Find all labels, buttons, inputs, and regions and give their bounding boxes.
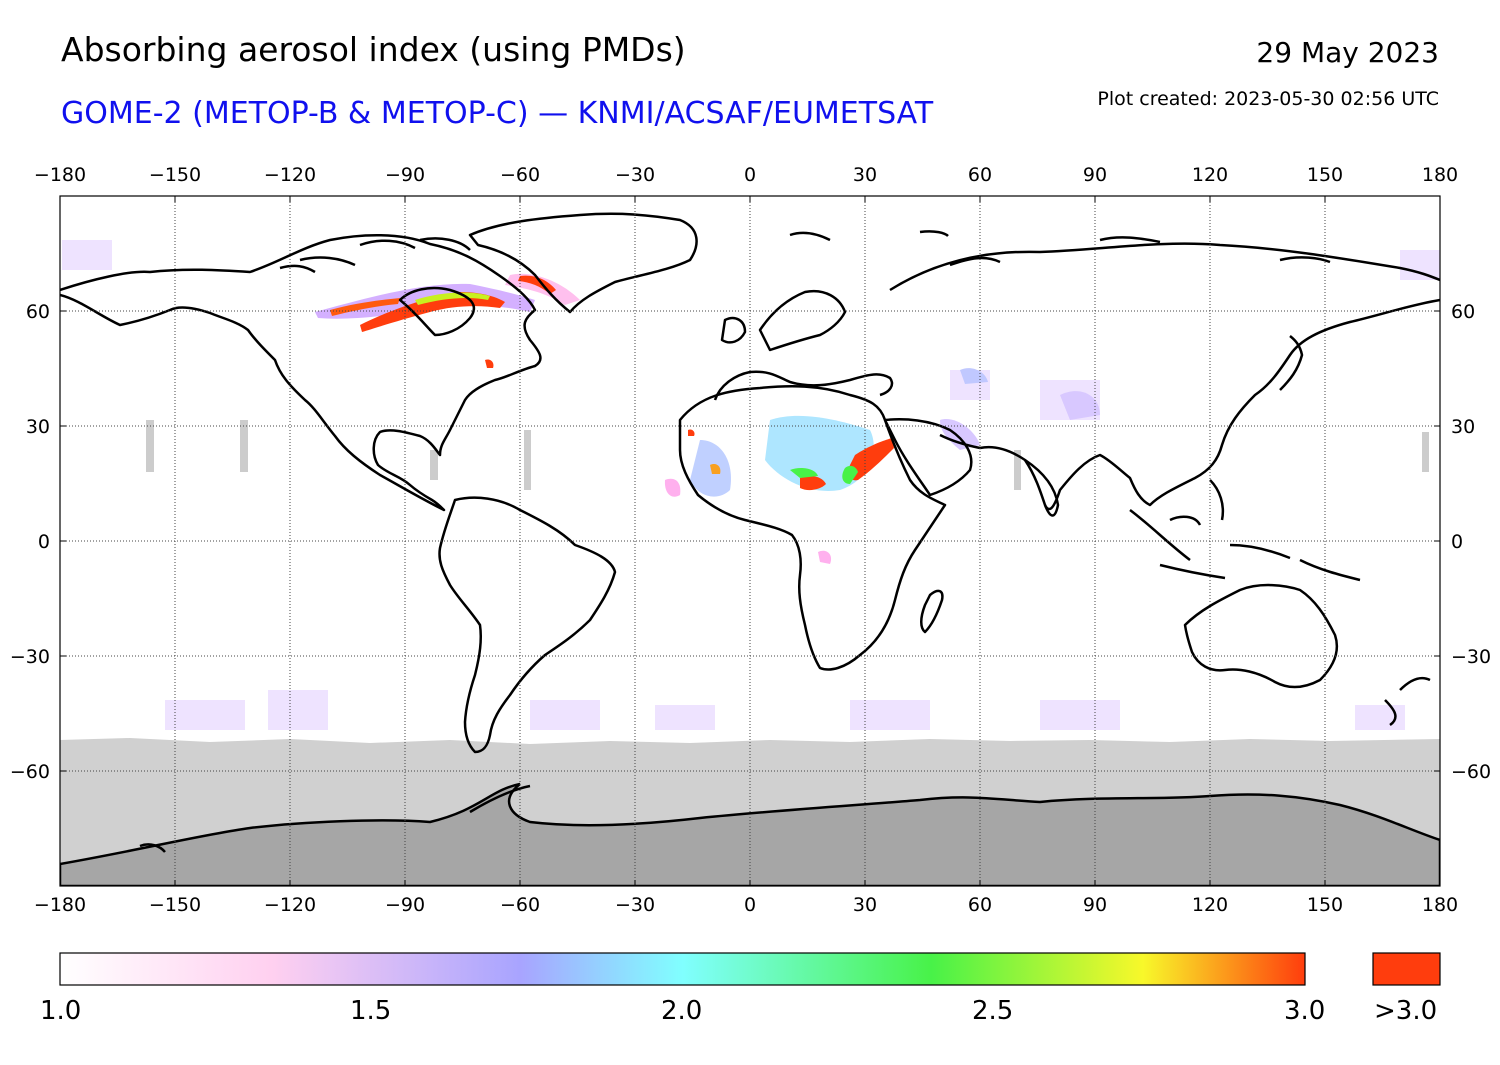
colorbar-label: 3.0 — [1284, 996, 1326, 1026]
lon-label-bottom: −30 — [615, 894, 655, 916]
southeast-asia-islands — [1129, 479, 1361, 582]
aerosol-plumes — [315, 273, 1100, 564]
lon-label-bottom: 30 — [853, 894, 877, 916]
no-data-swaths — [146, 420, 1429, 490]
lon-label-bottom: −90 — [385, 894, 425, 916]
lon-label-top: 0 — [744, 164, 756, 186]
lon-label-bottom: 90 — [1083, 894, 1107, 916]
lat-label-right: 0 — [1451, 531, 1463, 553]
colorbar — [59, 952, 1306, 986]
lon-label-bottom: −180 — [34, 894, 86, 916]
antarctic-peninsula — [139, 784, 531, 853]
lon-label-top: 150 — [1307, 164, 1343, 186]
lon-label-bottom: 120 — [1192, 894, 1228, 916]
new-zealand-coastline — [1384, 676, 1431, 727]
lon-label-bottom: −60 — [500, 894, 540, 916]
lon-label-bottom: −120 — [264, 894, 316, 916]
north-america-coastline — [60, 233, 542, 512]
lat-label-left: 0 — [38, 531, 50, 553]
lon-label-top: −150 — [149, 164, 201, 186]
tick-marks — [60, 196, 1440, 886]
india-coastline — [1024, 458, 1060, 517]
lon-label-top: 30 — [853, 164, 877, 186]
lon-label-top: 120 — [1192, 164, 1228, 186]
colorbar-label: 1.5 — [350, 996, 392, 1026]
colorbar-label: 1.0 — [40, 996, 82, 1026]
canadian-arctic-islands — [279, 237, 471, 274]
australia-coastline — [1183, 583, 1339, 689]
south-america-coastline — [438, 496, 617, 754]
lat-label-right: −60 — [1451, 761, 1491, 783]
arctic-islands-eurasia — [789, 230, 1331, 267]
lat-label-right: 60 — [1451, 301, 1475, 323]
lon-label-top: 90 — [1083, 164, 1107, 186]
lon-label-top: −30 — [615, 164, 655, 186]
coastlines — [60, 212, 1440, 754]
lon-label-bottom: −150 — [149, 894, 201, 916]
map-title: Absorbing aerosol index (using PMDs) — [61, 30, 686, 69]
arabia-coastline — [883, 418, 973, 497]
lon-label-top: 180 — [1422, 164, 1458, 186]
lon-label-top: −60 — [500, 164, 540, 186]
madagascar-coastline — [920, 589, 944, 634]
lat-label-right: 30 — [1451, 416, 1475, 438]
africa-coastline — [678, 385, 947, 671]
colorbar-overflow-label: >3.0 — [1374, 996, 1438, 1026]
lat-label-left: −30 — [10, 646, 50, 668]
lat-label-left: −60 — [10, 761, 50, 783]
plot-created-timestamp: Plot created: 2023-05-30 02:56 UTC — [1097, 88, 1439, 110]
lat-label-left: 30 — [26, 416, 50, 438]
lat-label-right: −30 — [1451, 646, 1491, 668]
graticule — [60, 196, 1440, 886]
europe-coastline — [713, 289, 894, 401]
greenland-coastline — [468, 212, 698, 314]
colorbar-label: 2.5 — [972, 996, 1014, 1026]
lon-label-top: 60 — [968, 164, 992, 186]
map-date: 29 May 2023 — [1256, 36, 1439, 69]
lon-label-bottom: 150 — [1307, 894, 1343, 916]
asia-coastline — [889, 242, 1440, 511]
lon-label-bottom: 180 — [1422, 894, 1458, 916]
colorbar-label: 2.0 — [661, 996, 703, 1026]
lon-label-bottom: 60 — [968, 894, 992, 916]
colorbar-overflow-swatch — [1372, 952, 1441, 986]
japan-coastline — [1279, 335, 1304, 391]
lon-label-top: −120 — [264, 164, 316, 186]
map-subtitle: GOME-2 (METOP-B & METOP-C) — KNMI/ACSAF/… — [61, 96, 934, 131]
hudson-bay-coastline — [398, 286, 476, 337]
lon-label-top: −90 — [385, 164, 425, 186]
lon-label-top: −180 — [34, 164, 86, 186]
lon-label-bottom: 0 — [744, 894, 756, 916]
lat-label-left: 60 — [26, 301, 50, 323]
